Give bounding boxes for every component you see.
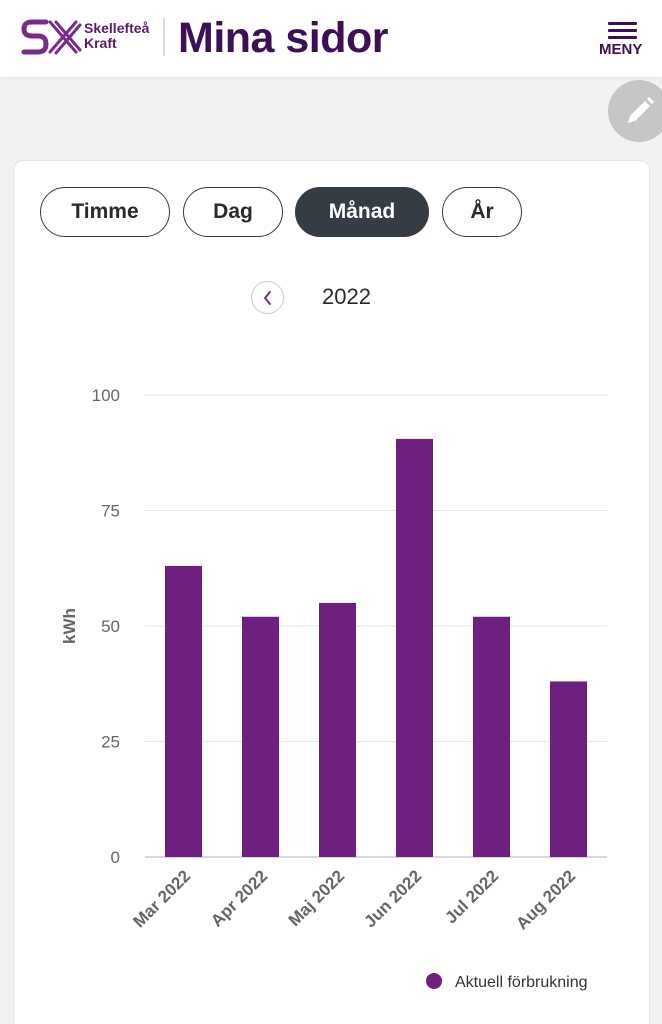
brand-line-1: Skellefteå — [84, 20, 150, 36]
skelleftea-kraft-logo-icon[interactable] — [20, 16, 82, 58]
x-tick-label: Maj 2022 — [285, 866, 349, 930]
x-tick-label: Apr 2022 — [207, 866, 271, 930]
y-tick-label: 75 — [101, 502, 120, 521]
brand-line-2: Kraft — [84, 35, 117, 51]
bar-mar-2022[interactable] — [165, 565, 202, 857]
brand-name: Skellefteå Kraft — [84, 21, 149, 51]
bar-aug-2022[interactable] — [550, 681, 587, 857]
edit-button[interactable] — [608, 80, 662, 142]
chevron-left-icon — [264, 291, 271, 305]
menu-button[interactable]: MENY — [596, 20, 652, 60]
y-tick-label: 0 — [111, 848, 120, 867]
tab-manad[interactable]: Månad — [295, 187, 429, 237]
tab-timme[interactable]: Timme — [40, 187, 170, 237]
app-header: Skellefteå Kraft Mina sidor MENY — [0, 0, 662, 77]
y-tick-label: 100 — [92, 386, 120, 405]
year-label: 2022 — [322, 284, 371, 309]
header-divider — [163, 18, 165, 56]
bar-jul-2022[interactable] — [473, 616, 510, 857]
x-tick-label: Aug 2022 — [512, 866, 579, 933]
previous-year-button[interactable] — [251, 281, 284, 314]
x-tick-label: Mar 2022 — [129, 866, 194, 931]
y-axis-title: kWh — [60, 608, 79, 644]
bar-maj-2022[interactable] — [319, 602, 356, 857]
hamburger-icon — [608, 22, 637, 43]
consumption-card — [13, 160, 650, 1024]
legend-label: Aktuell förbrukning — [455, 974, 588, 991]
tab-dag[interactable]: Dag — [183, 187, 283, 237]
legend-marker — [426, 973, 442, 989]
menu-label: MENY — [599, 41, 643, 58]
pencil-icon — [628, 97, 654, 123]
x-tick-label: Jun 2022 — [360, 866, 425, 931]
y-tick-label: 25 — [101, 733, 120, 752]
bar-jun-2022[interactable] — [396, 438, 433, 857]
tab-ar[interactable]: År — [442, 187, 522, 237]
x-tick-label: Jul 2022 — [441, 866, 502, 927]
page-title: Mina sidor — [178, 14, 389, 62]
bar-apr-2022[interactable] — [242, 616, 279, 857]
y-tick-label: 50 — [101, 617, 120, 636]
